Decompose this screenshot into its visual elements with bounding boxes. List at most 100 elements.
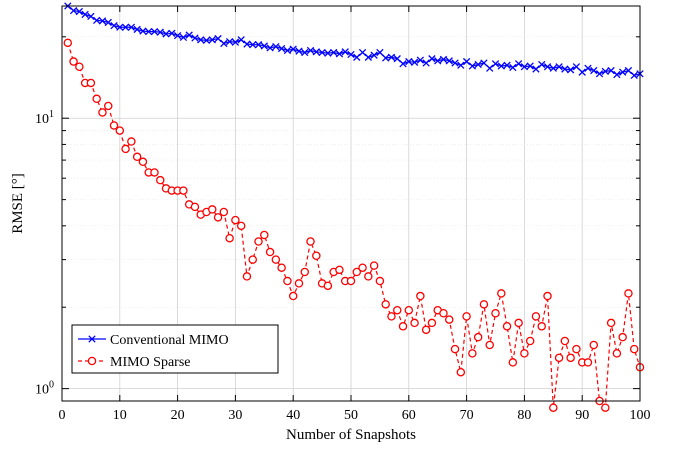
data-point [590, 66, 598, 75]
data-point [260, 42, 268, 50]
marker-stroke [526, 62, 534, 70]
data-point [116, 23, 124, 31]
data-point [405, 57, 413, 66]
data-point [219, 207, 229, 217]
data-point [93, 16, 101, 25]
legend-item: Conventional MIMO [78, 333, 229, 348]
data-point [434, 57, 442, 65]
marker-stroke [416, 56, 425, 64]
marker-stroke [306, 46, 315, 55]
data-point [185, 31, 193, 39]
data-point [133, 25, 141, 34]
marker-stroke [330, 48, 338, 57]
data-point [572, 63, 581, 71]
data-point [179, 186, 188, 195]
data-point [364, 53, 372, 61]
data-point [526, 62, 534, 70]
data-point [457, 61, 465, 69]
x-tick-label: 10 [113, 408, 127, 423]
data-point [387, 312, 396, 321]
y-tick-label: 100 [35, 380, 54, 398]
marker-stroke [422, 59, 430, 67]
data-point [532, 65, 540, 73]
data-point [566, 66, 575, 74]
data-point [370, 51, 378, 59]
data-point [312, 251, 321, 261]
marker-stroke [584, 64, 592, 72]
marker-stroke [260, 42, 268, 50]
marker-stroke [491, 60, 500, 68]
data-point [208, 36, 216, 44]
data-point [173, 31, 182, 40]
data-point [103, 101, 113, 111]
data-point [624, 66, 633, 75]
marker-stroke [81, 10, 89, 19]
data-point [382, 54, 390, 62]
data-point [121, 144, 130, 154]
marker-stroke [237, 36, 245, 44]
data-point [468, 349, 477, 358]
data-point [139, 27, 147, 35]
data-point [531, 312, 541, 321]
x-tick-label: 100 [630, 408, 651, 423]
data-point [450, 344, 460, 354]
data-point [110, 21, 118, 30]
marker-stroke [590, 66, 598, 75]
data-point [162, 30, 170, 38]
data-point [324, 49, 332, 57]
data-point [312, 48, 320, 56]
data-point [630, 71, 638, 80]
data-point [243, 40, 251, 48]
data-point [462, 57, 471, 66]
marker-stroke [439, 55, 448, 64]
series-line [67, 42, 641, 410]
marker-stroke [595, 70, 604, 78]
data-point [87, 12, 95, 21]
data-point [509, 63, 517, 72]
data-point [156, 175, 165, 185]
data-point [416, 291, 425, 301]
marker-stroke [318, 48, 326, 57]
data-point [619, 68, 627, 76]
marker-stroke [283, 46, 292, 55]
marker-stroke [202, 36, 211, 45]
marker-stroke [168, 29, 176, 37]
x-tick-label: 50 [344, 408, 358, 423]
marker-stroke [503, 61, 511, 69]
marker-stroke [410, 58, 419, 66]
marker-stroke [468, 62, 477, 70]
data-point [301, 48, 309, 57]
marker-stroke [474, 60, 482, 69]
data-point [145, 27, 153, 36]
data-point [81, 10, 89, 19]
data-point [393, 55, 401, 63]
data-point [323, 281, 333, 291]
data-point [127, 23, 136, 31]
data-point [410, 58, 419, 66]
data-point [497, 289, 506, 298]
marker-stroke [162, 30, 170, 38]
marker-stroke [104, 18, 112, 27]
data-point [63, 38, 73, 48]
data-point [98, 108, 107, 117]
data-point [335, 50, 344, 58]
data-point [583, 358, 593, 367]
marker-stroke [514, 60, 523, 68]
data-point [306, 237, 315, 246]
data-point [266, 44, 274, 52]
marker-stroke [312, 48, 320, 56]
marker-stroke [98, 17, 107, 25]
marker-stroke [370, 51, 378, 59]
data-point [236, 221, 246, 231]
marker-stroke [272, 42, 280, 51]
marker-stroke [376, 48, 384, 57]
data-point [606, 318, 616, 328]
data-point [555, 63, 563, 71]
marker-stroke [619, 68, 627, 76]
x-tick-label: 60 [402, 408, 416, 423]
data-point [613, 70, 621, 79]
marker-stroke [191, 34, 199, 42]
data-point [352, 267, 362, 277]
marker-stroke [69, 6, 78, 15]
marker-stroke [121, 23, 130, 31]
